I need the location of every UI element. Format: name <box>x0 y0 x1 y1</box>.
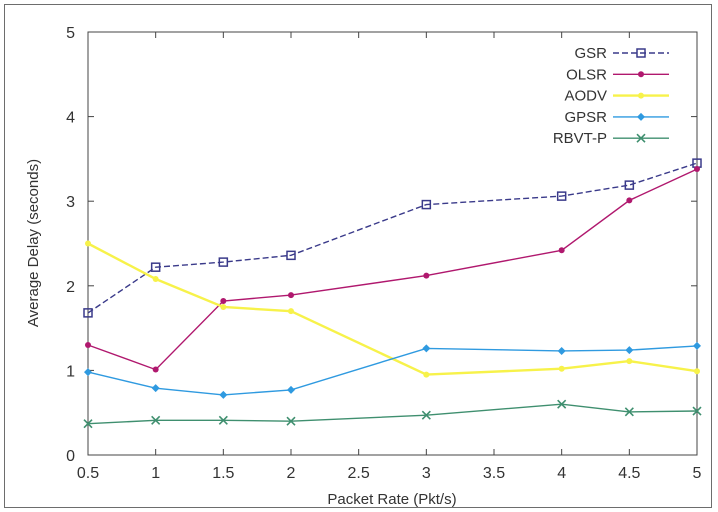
data-point-aodv <box>626 358 633 365</box>
data-point-rbvt-p <box>692 406 702 416</box>
x-tick-label: 4 <box>557 465 566 482</box>
data-point-rbvt-p <box>83 419 93 429</box>
series-gpsr <box>84 341 701 399</box>
legend-label-olsr: OLSR <box>566 66 607 83</box>
x-tick-label: 5 <box>693 465 702 482</box>
data-point-gpsr <box>151 384 160 393</box>
legend-label-gpsr: GPSR <box>564 109 607 126</box>
data-point-gpsr <box>422 344 431 353</box>
y-tick-label: 0 <box>66 448 75 465</box>
data-point-gsr <box>624 180 635 190</box>
series-rbvt-p <box>83 399 702 429</box>
data-point-gsr <box>421 199 432 210</box>
data-point-aodv <box>288 308 294 315</box>
data-point-gsr <box>286 250 296 261</box>
x-axis-title: Packet Rate (Pkt/s) <box>327 491 456 508</box>
data-point-olsr <box>152 366 159 373</box>
data-point-aodv <box>85 240 91 247</box>
data-point-aodv <box>423 371 430 378</box>
y-tick-label: 5 <box>66 25 75 42</box>
legend-marker-olsr <box>638 71 644 78</box>
legend: GSR OLSR AODV GPSR RBVT-P <box>553 45 669 147</box>
series-line-gpsr <box>87 345 698 396</box>
y-tick-label: 3 <box>66 194 75 211</box>
data-point-rbvt-p <box>286 416 296 426</box>
data-point-gpsr <box>219 390 228 399</box>
data-point-olsr <box>626 197 633 204</box>
data-point-rbvt-p <box>624 407 634 417</box>
data-point-gsr <box>83 308 93 318</box>
data-point-gpsr <box>557 346 566 355</box>
x-tick-label: 1 <box>151 465 160 482</box>
legend-label-rbvt-p: RBVT-P <box>553 130 607 147</box>
series-line-olsr <box>87 168 698 371</box>
series-olsr <box>85 166 700 373</box>
legend-label-gsr: GSR <box>574 45 607 62</box>
data-point-aodv <box>694 368 700 375</box>
series-line-rbvt-p <box>87 403 698 425</box>
data-point-aodv <box>558 365 565 372</box>
data-point-gpsr <box>693 341 701 350</box>
data-point-gsr <box>218 257 229 267</box>
legend-marker-rbvt-p <box>636 133 646 143</box>
data-point-gpsr <box>84 368 92 377</box>
data-point-olsr <box>423 272 430 279</box>
series-layer <box>83 158 702 429</box>
data-point-rbvt-p <box>421 410 431 420</box>
data-point-olsr <box>694 166 700 173</box>
x-tick-label: 4.5 <box>618 465 640 482</box>
data-point-rbvt-p <box>218 415 228 425</box>
y-tick-label: 1 <box>66 363 75 380</box>
series-gsr <box>83 158 702 318</box>
legend-marker-gsr <box>636 48 646 58</box>
x-tick-label: 2 <box>287 465 296 482</box>
data-point-olsr <box>558 247 565 254</box>
series-line-aodv <box>87 242 698 376</box>
data-point-gsr <box>150 262 161 272</box>
legend-marker-gpsr <box>637 112 645 121</box>
axis-ticks: 0.5 1 1.5 2 2.5 3 3.5 4 4.5 5 0 1 2 3 4 5 <box>66 25 701 482</box>
data-point-gpsr <box>287 385 295 394</box>
data-point-rbvt-p <box>557 399 567 409</box>
series-aodv <box>85 240 700 378</box>
x-tick-label: 3 <box>422 465 431 482</box>
x-tick-label: 1.5 <box>212 465 234 482</box>
data-point-olsr <box>288 292 294 299</box>
data-point-olsr <box>220 298 227 305</box>
x-tick-label: 0.5 <box>77 465 99 482</box>
data-point-aodv <box>152 276 159 283</box>
legend-label-aodv: AODV <box>564 88 607 105</box>
series-line-gsr <box>87 162 698 314</box>
y-axis-title: Average Delay (seconds) <box>25 159 42 327</box>
y-tick-label: 2 <box>66 279 75 296</box>
chart-frame: 0.5 1 1.5 2 2.5 3 3.5 4 4.5 5 0 1 2 3 4 5 GSR OLSR AODV GP… <box>4 4 712 508</box>
data-point-gpsr <box>625 346 634 355</box>
y-tick-label: 4 <box>66 110 75 127</box>
data-point-rbvt-p <box>151 415 161 425</box>
x-tick-label: 2.5 <box>348 465 370 482</box>
data-point-gsr <box>556 191 567 201</box>
x-tick-label: 3.5 <box>483 465 505 482</box>
legend-marker-aodv <box>638 92 644 99</box>
data-point-aodv <box>220 303 227 310</box>
data-point-olsr <box>85 342 91 349</box>
line-chart: 0.5 1 1.5 2 2.5 3 3.5 4 4.5 5 0 1 2 3 4 5 GSR OLSR AODV GP… <box>25 25 702 508</box>
